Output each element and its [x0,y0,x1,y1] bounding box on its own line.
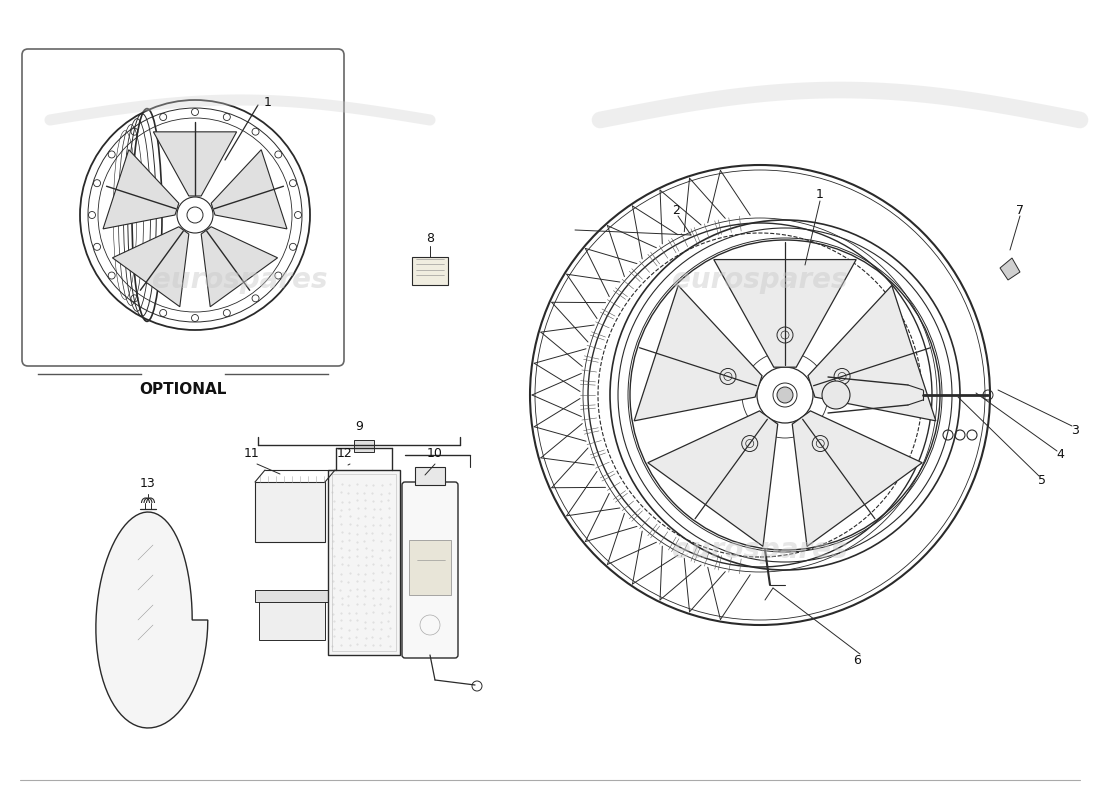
Text: 1: 1 [816,189,824,202]
Text: 12: 12 [337,447,353,460]
Polygon shape [112,226,189,306]
Text: OPTIONAL: OPTIONAL [140,382,227,397]
Polygon shape [1000,258,1020,280]
Text: 3: 3 [1071,423,1079,437]
Text: eurospares: eurospares [152,266,328,294]
Text: 13: 13 [140,477,156,490]
Bar [255,482,324,542]
FancyBboxPatch shape [402,482,458,658]
Polygon shape [211,150,287,229]
Bar [258,590,324,640]
Text: 1: 1 [264,95,272,109]
Bar [328,470,400,655]
Text: 6: 6 [854,654,861,666]
Polygon shape [648,411,778,546]
Bar [354,440,374,452]
Text: eurospares: eurospares [672,266,848,294]
Polygon shape [153,132,236,196]
Polygon shape [635,286,762,421]
Text: 10: 10 [427,447,443,460]
Bar [409,540,451,595]
Bar [255,590,329,602]
Bar [412,257,448,285]
Circle shape [777,387,793,403]
Bar [332,474,396,651]
Text: eurospares: eurospares [672,536,848,564]
Text: 5: 5 [1038,474,1046,486]
Polygon shape [103,150,179,229]
Text: 9: 9 [355,420,363,433]
Polygon shape [714,259,856,367]
Circle shape [822,381,850,409]
Polygon shape [201,226,277,306]
Bar [415,467,446,485]
Text: 4: 4 [1056,449,1064,462]
Polygon shape [808,286,936,421]
Text: 7: 7 [1016,203,1024,217]
Polygon shape [792,411,922,546]
Text: 2: 2 [672,203,680,217]
Text: 8: 8 [426,232,434,245]
Text: 11: 11 [244,447,260,460]
FancyBboxPatch shape [22,49,344,366]
Polygon shape [96,512,208,728]
